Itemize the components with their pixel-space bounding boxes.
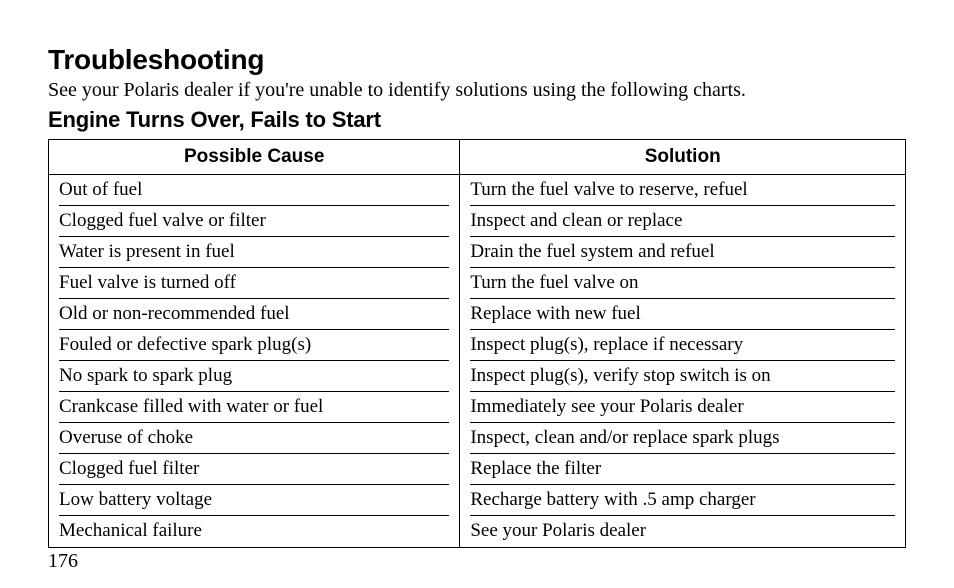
table-header-row: Possible Cause Solution bbox=[49, 140, 906, 175]
table-row: Crankcase filled with water or fuel Imme… bbox=[49, 392, 906, 423]
solution-cell: Inspect plug(s), verify stop switch is o… bbox=[460, 361, 906, 392]
manual-page: Troubleshooting See your Polaris dealer … bbox=[0, 0, 954, 573]
section-heading: Engine Turns Over, Fails to Start bbox=[48, 107, 906, 133]
solution-cell: Inspect and clean or replace bbox=[460, 206, 906, 237]
intro-text: See your Polaris dealer if you're unable… bbox=[48, 78, 906, 103]
table-row: Water is present in fuel Drain the fuel … bbox=[49, 237, 906, 268]
table-row: Mechanical failure See your Polaris deal… bbox=[49, 516, 906, 548]
cause-cell: Water is present in fuel bbox=[49, 237, 460, 268]
solution-cell: Turn the fuel valve to reserve, refuel bbox=[460, 175, 906, 207]
table-row: Fouled or defective spark plug(s) Inspec… bbox=[49, 330, 906, 361]
solution-cell: Inspect plug(s), replace if necessary bbox=[460, 330, 906, 361]
solution-cell: See your Polaris dealer bbox=[460, 516, 906, 548]
solution-cell: Replace with new fuel bbox=[460, 299, 906, 330]
solution-cell: Turn the fuel valve on bbox=[460, 268, 906, 299]
solution-cell: Inspect, clean and/or replace spark plug… bbox=[460, 423, 906, 454]
cause-cell: Out of fuel bbox=[49, 175, 460, 207]
cause-cell: No spark to spark plug bbox=[49, 361, 460, 392]
solution-cell: Recharge battery with .5 amp charger bbox=[460, 485, 906, 516]
col-header-solution: Solution bbox=[460, 140, 906, 175]
table-row: Out of fuel Turn the fuel valve to reser… bbox=[49, 175, 906, 207]
cause-cell: Low battery voltage bbox=[49, 485, 460, 516]
cause-cell: Fouled or defective spark plug(s) bbox=[49, 330, 460, 361]
cause-cell: Old or non-recommended fuel bbox=[49, 299, 460, 330]
cause-cell: Clogged fuel valve or filter bbox=[49, 206, 460, 237]
table-row: No spark to spark plug Inspect plug(s), … bbox=[49, 361, 906, 392]
solution-cell: Drain the fuel system and refuel bbox=[460, 237, 906, 268]
solution-cell: Immediately see your Polaris dealer bbox=[460, 392, 906, 423]
table-row: Low battery voltage Recharge battery wit… bbox=[49, 485, 906, 516]
page-number: 176 bbox=[48, 550, 906, 573]
page-title: Troubleshooting bbox=[48, 44, 906, 76]
col-header-cause: Possible Cause bbox=[49, 140, 460, 175]
cause-cell: Fuel valve is turned off bbox=[49, 268, 460, 299]
table-row: Clogged fuel valve or filter Inspect and… bbox=[49, 206, 906, 237]
cause-cell: Mechanical failure bbox=[49, 516, 460, 548]
cause-cell: Clogged fuel filter bbox=[49, 454, 460, 485]
cause-cell: Crankcase filled with water or fuel bbox=[49, 392, 460, 423]
table-row: Clogged fuel filter Replace the filter bbox=[49, 454, 906, 485]
troubleshooting-table: Possible Cause Solution Out of fuel Turn… bbox=[48, 139, 906, 548]
cause-cell: Overuse of choke bbox=[49, 423, 460, 454]
table-row: Old or non-recommended fuel Replace with… bbox=[49, 299, 906, 330]
table-row: Fuel valve is turned off Turn the fuel v… bbox=[49, 268, 906, 299]
table-row: Overuse of choke Inspect, clean and/or r… bbox=[49, 423, 906, 454]
solution-cell: Replace the filter bbox=[460, 454, 906, 485]
